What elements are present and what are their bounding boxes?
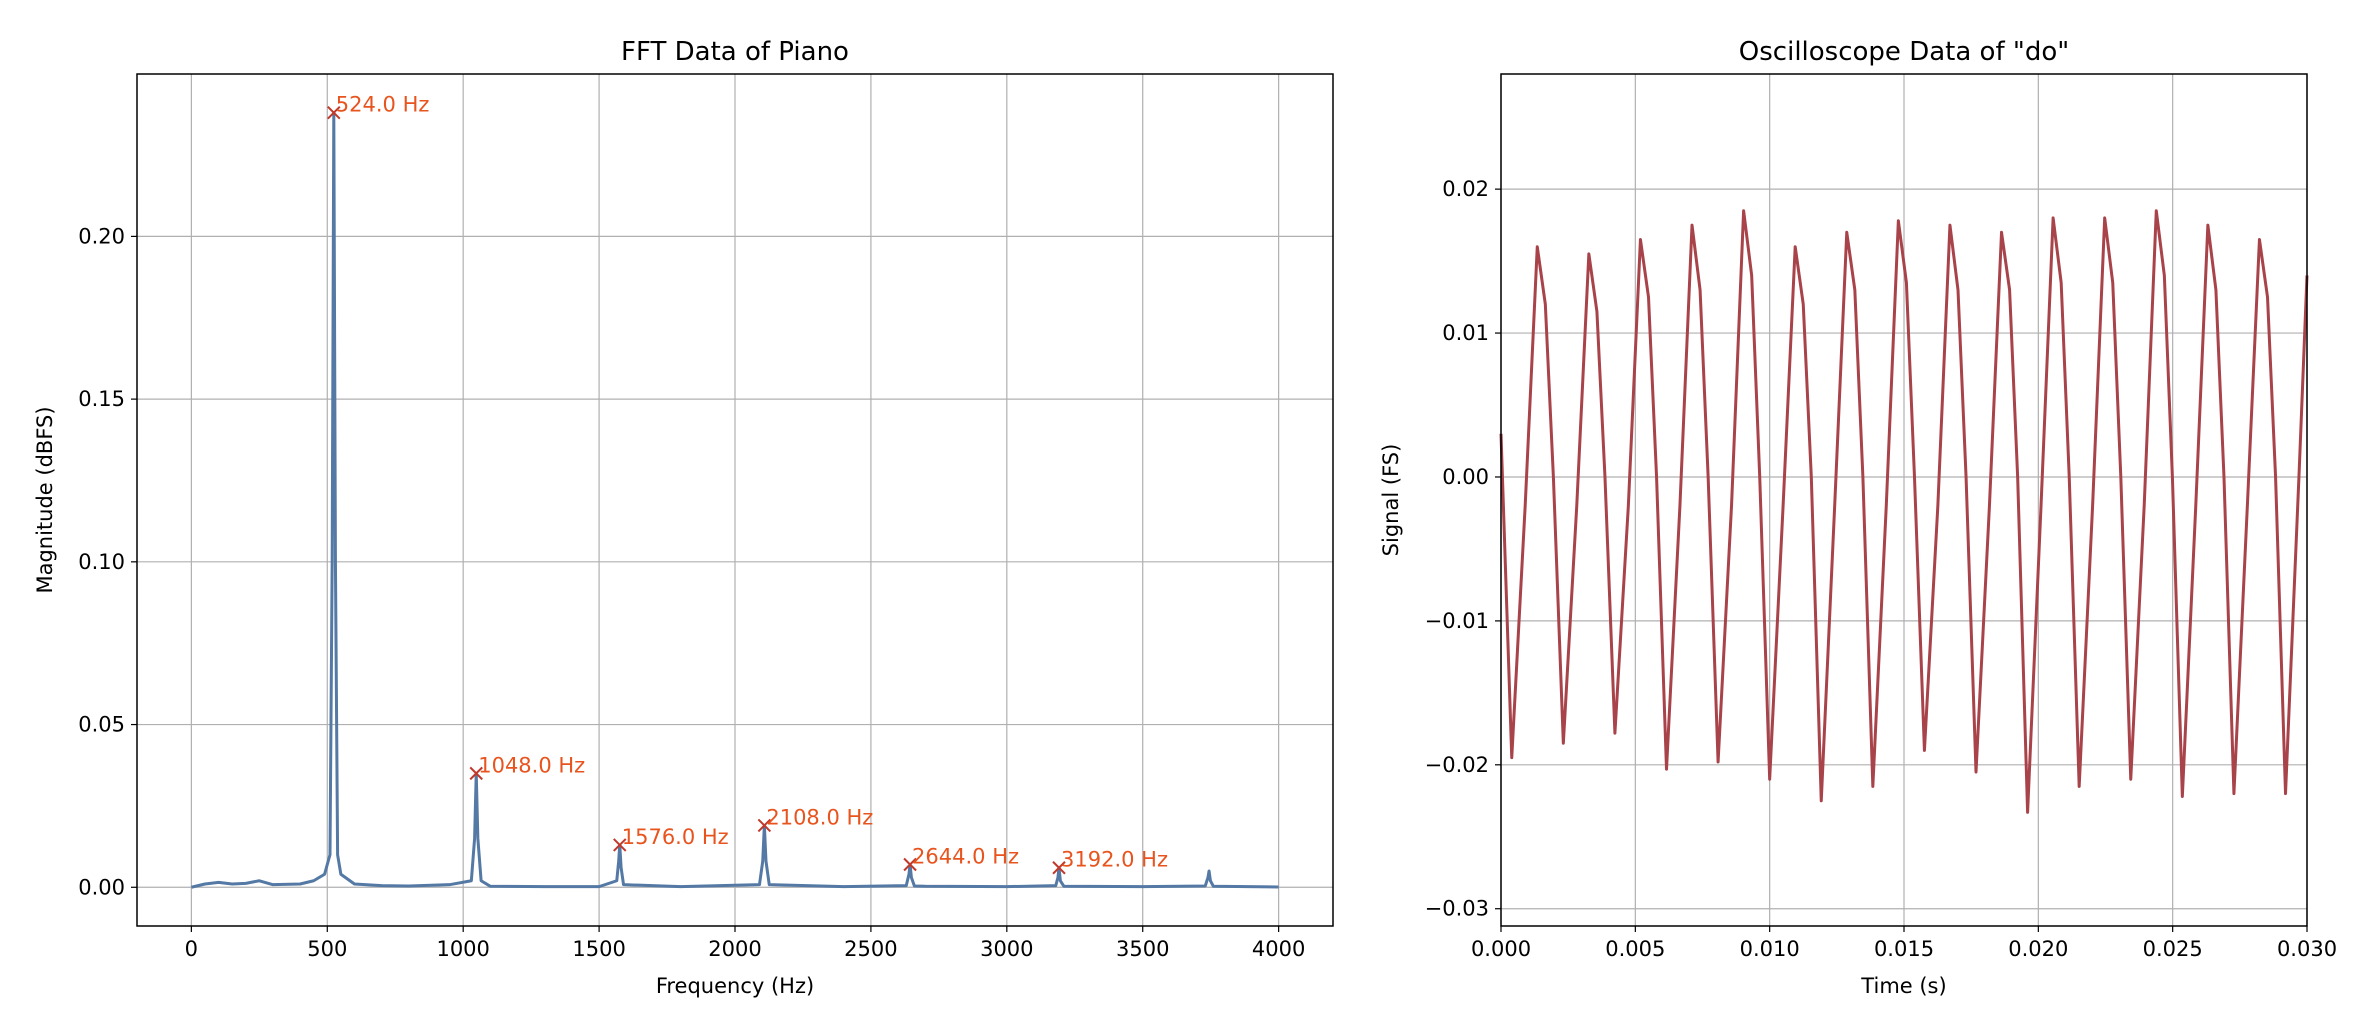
x-tick-label: 2000 — [708, 937, 761, 961]
chart-title: FFT Data of Piano — [621, 37, 849, 67]
peak-marker — [469, 766, 483, 781]
x-axis-label: Frequency (Hz) — [656, 974, 814, 998]
peak-annotation: 2644.0 Hz — [912, 844, 1019, 868]
y-axis-label: Magnitude (dBFS) — [33, 406, 57, 593]
x-tick-label: 0 — [185, 937, 198, 961]
chart-title: Oscilloscope Data of "do" — [1739, 37, 2069, 67]
y-tick-label: 0.00 — [1442, 465, 1489, 489]
peak-annotation: 1048.0 Hz — [478, 753, 585, 777]
y-tick-label: 0.10 — [78, 550, 125, 574]
axes-frame — [1500, 73, 2308, 927]
x-tick-label: 500 — [307, 937, 347, 961]
peak-marker — [327, 106, 341, 120]
y-tick-label: −0.02 — [1425, 753, 1489, 777]
x-tick-label: 1500 — [572, 937, 625, 961]
x-tick-label: 0.025 — [2143, 937, 2203, 961]
peak-marker — [1052, 861, 1066, 875]
x-tick-label: 3000 — [980, 937, 1033, 961]
x-tick-label: 2500 — [844, 937, 897, 961]
y-tick-label: 0.15 — [78, 387, 125, 411]
y-tick-label: −0.01 — [1425, 609, 1489, 633]
y-tick-label: 0.02 — [1442, 177, 1489, 201]
x-tick-label: 1000 — [436, 937, 489, 961]
x-tick-label: 0.010 — [1740, 937, 1800, 961]
x-tick-label: 0.020 — [2008, 937, 2068, 961]
y-tick-label: 0.20 — [78, 224, 125, 248]
axes-frame — [136, 73, 1334, 927]
peak-annotation: 1576.0 Hz — [622, 825, 729, 849]
peak-annotation: 3192.0 Hz — [1061, 848, 1168, 872]
x-axis-label: Time (s) — [1860, 974, 1946, 998]
y-tick-label: −0.03 — [1425, 897, 1489, 921]
peak-marker — [903, 857, 917, 872]
y-axis-label: Signal (FS) — [1379, 444, 1403, 557]
x-tick-label: 0.015 — [1874, 937, 1934, 961]
data-line — [191, 111, 1279, 889]
x-tick-label: 0.000 — [1471, 937, 1531, 961]
peak-annotation: 2108.0 Hz — [766, 805, 873, 829]
data-line — [1499, 209, 2309, 814]
y-tick-label: 0.05 — [78, 713, 125, 737]
y-tick-label: 0.00 — [78, 875, 125, 899]
x-tick-label: 3500 — [1116, 937, 1169, 961]
peak-marker — [757, 818, 772, 833]
x-tick-label: 0.030 — [2277, 937, 2337, 961]
peak-marker — [613, 838, 627, 852]
x-tick-label: 0.005 — [1605, 937, 1665, 961]
peak-annotation: 524.0 Hz — [336, 93, 430, 117]
y-tick-label: 0.01 — [1442, 321, 1489, 345]
x-tick-label: 4000 — [1252, 937, 1305, 961]
